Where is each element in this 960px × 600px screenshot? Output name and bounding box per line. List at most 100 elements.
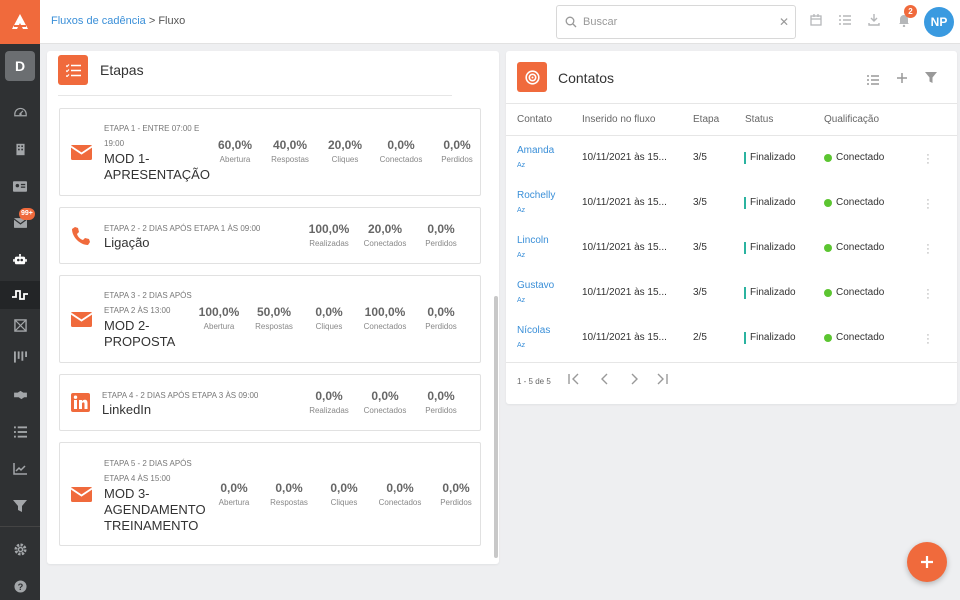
step-schedule-2: Etapa 4 às 15:00 bbox=[104, 474, 171, 483]
stat-perdidos: 0,0% Perdidos bbox=[440, 481, 472, 507]
notification-badge: 2 bbox=[904, 5, 917, 18]
stat-perdidos: 0,0% Perdidos bbox=[425, 222, 457, 248]
contact-name-link[interactable]: Nícolas bbox=[517, 325, 551, 336]
linkedin-icon bbox=[71, 393, 90, 417]
step-card-2[interactable]: Etapa 2 - 2 dias após Etapa 1 às 09:00 L… bbox=[59, 207, 481, 264]
col-etapa[interactable]: Etapa bbox=[693, 114, 720, 125]
checklist-icon bbox=[58, 55, 88, 85]
table-row[interactable]: Rochelly Az 10/11/2021 às 15... 3/5 Fina… bbox=[506, 181, 957, 226]
status-indicator bbox=[744, 242, 746, 254]
settings-icon[interactable] bbox=[0, 535, 40, 563]
step-schedule: Etapa 5 - 2 dias após bbox=[104, 459, 192, 468]
stat-conectados: 0,0% Conectados bbox=[379, 138, 423, 164]
col-qualificacao[interactable]: Qualificação bbox=[824, 114, 880, 125]
clear-search-icon[interactable]: ✕ bbox=[778, 15, 789, 29]
contact-name-link[interactable]: Rochelly bbox=[517, 190, 556, 201]
table-row[interactable]: Amanda Az 10/11/2021 às 15... 3/5 Finali… bbox=[506, 136, 957, 181]
calendar-icon[interactable] bbox=[810, 14, 822, 29]
status-indicator bbox=[744, 152, 746, 164]
step-name: MOD 1- bbox=[104, 151, 150, 166]
help-icon[interactable]: ? bbox=[0, 572, 40, 600]
qualification-dot bbox=[824, 244, 832, 252]
tasks-icon[interactable] bbox=[0, 418, 40, 446]
first-page-icon[interactable] bbox=[568, 373, 580, 388]
col-inserido[interactable]: Inserido no fluxo bbox=[582, 114, 656, 125]
step-card-5[interactable]: Etapa 5 - 2 dias após Etapa 4 às 15:00 M… bbox=[59, 442, 481, 546]
contact-name-link[interactable]: Lincoln bbox=[517, 235, 549, 246]
step-card-3[interactable]: Etapa 3 - 2 dias após Etapa 2 às 13:00 M… bbox=[59, 275, 481, 363]
step-name: Ligação bbox=[104, 235, 150, 250]
row-menu-icon[interactable]: · · · bbox=[926, 284, 930, 304]
cadence-flow-icon[interactable] bbox=[0, 281, 40, 309]
row-menu-icon[interactable]: · · · bbox=[926, 239, 930, 259]
reports-icon[interactable] bbox=[0, 455, 40, 483]
add-fab-button[interactable] bbox=[907, 542, 947, 582]
dashboard-icon[interactable] bbox=[0, 98, 40, 126]
add-contact-icon[interactable] bbox=[896, 71, 908, 89]
mail-badge: 99+ bbox=[19, 208, 35, 220]
search-input[interactable]: Buscar bbox=[583, 16, 618, 28]
etapas-scrollbar[interactable] bbox=[494, 296, 498, 558]
robot-icon[interactable] bbox=[0, 246, 40, 274]
step-progress: 3/5 bbox=[693, 287, 707, 298]
contact-tag: Az bbox=[517, 252, 526, 259]
step-card-4[interactable]: Etapa 4 - 2 dias após Etapa 3 às 09:00 L… bbox=[59, 374, 481, 431]
col-contato[interactable]: Contato bbox=[517, 114, 553, 125]
stat-realizadas: 100,0% Realizadas bbox=[308, 222, 350, 248]
sidebar: D 99+ ? bbox=[0, 0, 40, 600]
plus-icon bbox=[921, 556, 933, 568]
status-text: Finalizado bbox=[750, 332, 796, 343]
search-box[interactable]: Buscar ✕ bbox=[556, 5, 796, 39]
row-menu-icon[interactable]: · · · bbox=[926, 329, 930, 349]
sidebar-divider bbox=[0, 526, 40, 527]
row-menu-icon[interactable]: · · · bbox=[926, 194, 930, 214]
etapas-panel: Etapas Etapa 1 - Entre 07:00 e 19:00 MOD… bbox=[47, 51, 499, 564]
row-menu-icon[interactable]: · · · bbox=[926, 149, 930, 169]
target-icon[interactable] bbox=[0, 311, 40, 339]
qualification-dot bbox=[824, 154, 832, 162]
contatos-title: Contatos bbox=[558, 70, 615, 86]
inserted-date: 10/11/2021 às 15... bbox=[582, 287, 667, 298]
pipeline-icon[interactable] bbox=[0, 343, 40, 371]
list-icon[interactable] bbox=[839, 14, 851, 29]
contact-name-link[interactable]: Amanda bbox=[517, 145, 555, 156]
download-icon[interactable] bbox=[868, 14, 880, 29]
prev-page-icon[interactable] bbox=[599, 373, 611, 388]
list-view-icon[interactable] bbox=[867, 72, 879, 90]
filter-icon[interactable] bbox=[925, 71, 937, 89]
qualification-text: Conectado bbox=[836, 242, 885, 253]
handshake-icon[interactable] bbox=[0, 380, 40, 408]
breadcrumb-parent-link[interactable]: Fluxos de cadência bbox=[51, 15, 146, 27]
workspace-button[interactable]: D bbox=[5, 51, 35, 81]
step-card-1[interactable]: Etapa 1 - Entre 07:00 e 19:00 MOD 1- APR… bbox=[59, 108, 481, 196]
stat-perdidos: 0,0% Perdidos bbox=[425, 389, 457, 415]
contact-name-link[interactable]: Gustavo bbox=[517, 280, 555, 291]
next-page-icon[interactable] bbox=[628, 373, 640, 388]
mail-icon[interactable] bbox=[0, 209, 40, 237]
contacts-card-icon[interactable] bbox=[0, 172, 40, 200]
user-avatar[interactable]: NP bbox=[924, 7, 954, 37]
stat-conectados: 0,0% Conectados bbox=[363, 389, 407, 415]
svg-text:?: ? bbox=[17, 581, 23, 591]
qualification-dot bbox=[824, 199, 832, 207]
target-icon bbox=[517, 62, 547, 92]
col-status[interactable]: Status bbox=[745, 114, 774, 125]
status-text: Finalizado bbox=[750, 287, 796, 298]
integrations-icon[interactable] bbox=[0, 492, 40, 520]
step-progress: 3/5 bbox=[693, 242, 707, 253]
companies-icon[interactable] bbox=[0, 135, 40, 163]
status-text: Finalizado bbox=[750, 197, 796, 208]
contact-tag: Az bbox=[517, 342, 526, 349]
logo-icon bbox=[12, 14, 28, 29]
app-logo[interactable] bbox=[0, 0, 40, 44]
email-icon bbox=[70, 145, 93, 165]
breadcrumb-separator: > bbox=[145, 15, 159, 27]
last-page-icon[interactable] bbox=[656, 373, 668, 388]
status-indicator bbox=[744, 332, 746, 344]
status-text: Finalizado bbox=[750, 242, 796, 253]
table-row[interactable]: Nícolas Az 10/11/2021 às 15... 2/5 Final… bbox=[506, 316, 957, 361]
table-row[interactable]: Lincoln Az 10/11/2021 às 15... 3/5 Final… bbox=[506, 226, 957, 271]
step-name-2: AGENDAMENTO bbox=[104, 502, 206, 517]
pagination-info: 1 - 5 de 5 bbox=[517, 377, 551, 386]
table-row[interactable]: Gustavo Az 10/11/2021 às 15... 3/5 Final… bbox=[506, 271, 957, 316]
